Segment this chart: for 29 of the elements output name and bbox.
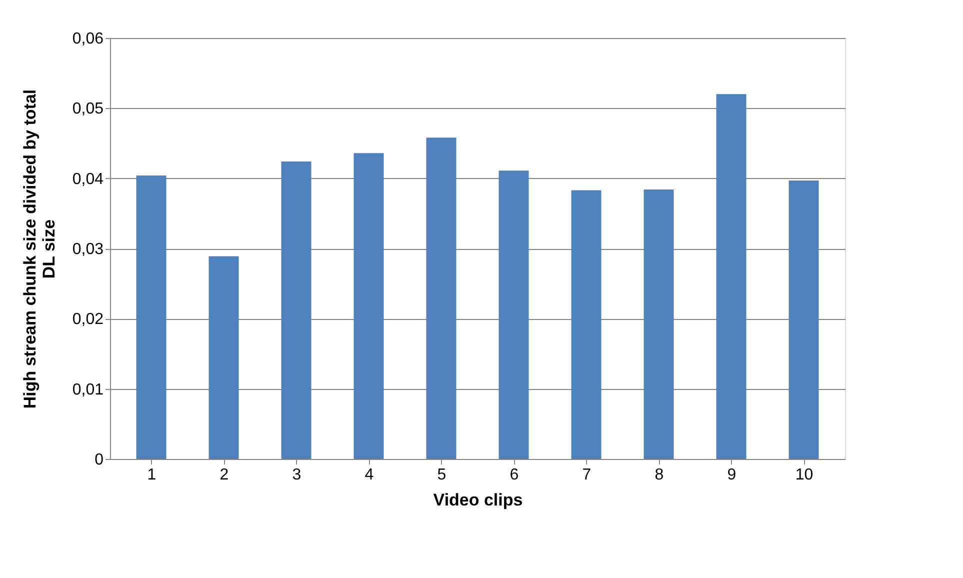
bar	[571, 190, 602, 459]
bar	[426, 138, 456, 459]
y-tick-label: 0,05	[72, 100, 104, 118]
x-tick-label: 1	[147, 466, 156, 484]
x-tick-label: 7	[582, 466, 592, 484]
x-tick-label: 2	[220, 466, 229, 484]
bar	[281, 161, 312, 459]
bar	[136, 176, 166, 459]
y-tick-label: 0,01	[72, 381, 104, 398]
y-tick-label: 0,06	[72, 30, 104, 48]
bar	[354, 153, 384, 459]
bar	[498, 170, 529, 459]
x-tick-label: 8	[654, 466, 664, 484]
x-tick-label: 4	[364, 466, 374, 484]
x-tick-label: 6	[510, 466, 519, 484]
bar	[788, 180, 819, 459]
x-tick-label: 3	[292, 466, 302, 484]
x-tick-label: 10	[795, 466, 814, 484]
y-axis-title: High stream chunk size divided by total DL size	[20, 89, 58, 409]
bar	[716, 94, 746, 459]
y-tick-label: 0	[94, 452, 104, 468]
y-tick-label: 0,02	[72, 311, 104, 328]
bar	[208, 256, 239, 459]
x-axis-title: Video clips	[433, 490, 523, 510]
y-tick-label: 0,04	[72, 170, 104, 188]
x-tick-label: 5	[437, 466, 446, 484]
x-tick-label: 9	[727, 466, 736, 484]
y-tick-label: 0,03	[72, 241, 104, 258]
bar	[644, 190, 674, 459]
